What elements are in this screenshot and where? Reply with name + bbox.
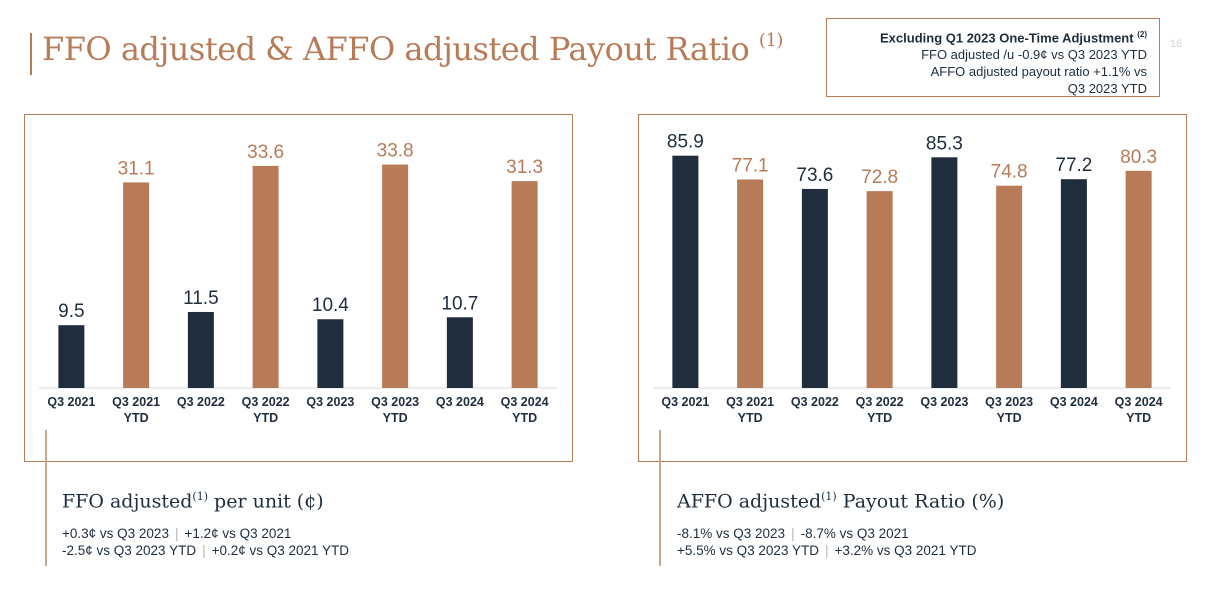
- affo-bar-8: [1125, 170, 1152, 388]
- affo-bar-3: [801, 188, 828, 388]
- ffo-value-label-2: 31.1: [118, 158, 155, 179]
- ffo-bar-4: [252, 165, 279, 388]
- affo-tick-label-2-line-2: YTD: [738, 411, 763, 425]
- affo-value-label-8: 80.3: [1120, 147, 1157, 168]
- ffo-title-tail: per unit (¢): [214, 490, 324, 513]
- ffo-bar-1: [58, 325, 85, 388]
- ffo-title-main: FFO adjusted: [62, 490, 193, 513]
- affo-title-footnote: (1): [821, 490, 837, 503]
- ffo-tick-label-1: Q3 2021: [47, 395, 95, 409]
- ffo-stat-line-1: +0.3¢ vs Q3 2023 | +1.2¢ vs Q3 2021: [62, 526, 291, 541]
- ffo-value-label-5: 10.4: [312, 295, 349, 316]
- affo-bar-2: [737, 179, 764, 388]
- affo-bar-chart: 85.9 Q3 2021 77.1 Q3 2021 YTD 73.6 Q3 2022 72.8…: [653, 132, 1171, 425]
- affo-tick-label-2: Q3 2021: [726, 395, 774, 409]
- ffo-bar-7: [446, 317, 473, 388]
- affo-tick-label-3: Q3 2022: [791, 395, 839, 409]
- affo-stat-q3-2023-ytd: +5.5% vs Q3 2023 YTD: [677, 543, 819, 558]
- note-title: Excluding Q1 2023 One-Time Adjustment (2…: [827, 26, 1147, 46]
- page-number: 16: [1170, 38, 1183, 50]
- ffo-tick-label-2-line-2: YTD: [124, 411, 149, 425]
- affo-stat-q3-2021: -8.7% vs Q3 2021: [800, 526, 909, 541]
- ffo-stat-q3-2023-ytd: -2.5¢ vs Q3 2023 YTD: [62, 543, 197, 558]
- affo-value-label-5: 85.3: [926, 133, 963, 154]
- ffo-value-label-3: 11.5: [183, 288, 219, 309]
- ffo-stat-q3-2021-ytd: +0.2¢ vs Q3 2021 YTD: [211, 543, 350, 558]
- ffo-tick-label-7: Q3 2024: [436, 395, 484, 409]
- ffo-value-label-6: 33.8: [377, 141, 414, 162]
- stat-separator: |: [824, 543, 829, 558]
- affo-value-label-4: 72.8: [861, 167, 898, 188]
- affo-value-label-6: 74.8: [991, 162, 1028, 183]
- ffo-bar-2: [123, 182, 150, 388]
- affo-bar-4: [866, 191, 893, 388]
- affo-tick-label-6-line-2: YTD: [997, 411, 1022, 425]
- ffo-stat-q3-2021: +1.2¢ vs Q3 2021: [184, 526, 292, 541]
- affo-value-label-7: 77.2: [1055, 155, 1092, 176]
- affo-value-label-1: 85.9: [667, 132, 704, 153]
- stat-separator: |: [202, 543, 206, 558]
- affo-bar-7: [1060, 179, 1087, 388]
- ffo-value-label-8: 31.3: [506, 157, 543, 178]
- page-title-footnote: (1): [758, 30, 784, 52]
- page-title-text: FFO adjusted & AFFO adjusted Payout Rati…: [42, 30, 750, 68]
- affo-bar-6: [996, 185, 1023, 388]
- ffo-stat-q3-2023: +0.3¢ vs Q3 2023: [62, 526, 169, 541]
- note-line-2: AFFO adjusted payout ratio +1.1% vs: [930, 64, 1147, 80]
- ffo-tick-label-4: Q3 2022: [242, 395, 290, 409]
- ffo-bar-5: [317, 319, 344, 388]
- affo-value-label-3: 73.6: [796, 165, 833, 186]
- affo-value-label-2: 77.1: [732, 155, 769, 176]
- ffo-title-footnote: (1): [192, 490, 208, 503]
- ffo-tick-label-8: Q3 2024: [501, 395, 549, 409]
- adjustment-note-box: Excluding Q1 2023 One-Time Adjustment (2…: [826, 18, 1160, 97]
- ffo-tick-label-2: Q3 2021: [112, 395, 160, 409]
- ffo-panel-title: FFO adjusted(1) per unit (¢): [62, 490, 324, 512]
- page-title: FFO adjusted & AFFO adjusted Payout Rati…: [42, 30, 783, 68]
- ffo-panel-leader-line: [45, 430, 47, 566]
- affo-stat-q3-2023: -8.1% vs Q3 2023: [677, 526, 786, 541]
- note-line-1: FFO adjusted /u -0.9¢ vs Q3 2023 YTD: [921, 47, 1147, 63]
- affo-bar-5: [931, 157, 958, 388]
- note-line-3: Q3 2023 YTD: [1067, 81, 1147, 97]
- ffo-tick-label-3: Q3 2022: [177, 395, 225, 409]
- affo-stat-line-1: -8.1% vs Q3 2023 | -8.7% vs Q3 2021: [677, 526, 909, 541]
- ffo-stat-line-2: -2.5¢ vs Q3 2023 YTD | +0.2¢ vs Q3 2021 YT…: [62, 543, 349, 558]
- affo-tick-label-5: Q3 2023: [920, 395, 968, 409]
- ffo-tick-label-5: Q3 2023: [306, 395, 354, 409]
- ffo-bar-3: [187, 311, 214, 388]
- affo-tick-label-4: Q3 2022: [856, 395, 904, 409]
- ffo-tick-label-6-line-2: YTD: [383, 411, 408, 425]
- ffo-bar-8: [511, 181, 538, 388]
- stat-separator: |: [791, 526, 795, 541]
- affo-stat-q3-2021-ytd: +3.2% vs Q3 2021 YTD: [834, 543, 977, 558]
- affo-title-tail: Payout Ratio (%): [842, 490, 1005, 513]
- affo-tick-label-8-line-2: YTD: [1126, 411, 1151, 425]
- stat-separator: |: [174, 526, 179, 541]
- ffo-bar-chart: 9.5 Q3 2021 31.1 Q3 2021 YTD 11.5 Q3 2022 33.6 Q…: [39, 141, 557, 425]
- affo-panel-title: AFFO adjusted(1) Payout Ratio (%): [677, 490, 1004, 512]
- ffo-chart-panel: 9.5 Q3 2021 31.1 Q3 2021 YTD 11.5 Q3 2022 33.6 Q…: [24, 114, 573, 462]
- note-title-footnote: (2): [1137, 30, 1147, 39]
- ffo-tick-label-8-line-2: YTD: [512, 411, 537, 425]
- ffo-tick-label-4-line-2: YTD: [253, 411, 278, 425]
- title-accent-bar: [30, 33, 32, 75]
- affo-title-main: AFFO adjusted: [677, 490, 822, 513]
- affo-chart-panel: 85.9 Q3 2021 77.1 Q3 2021 YTD 73.6 Q3 2022 72.8…: [638, 114, 1187, 462]
- affo-tick-label-1: Q3 2021: [661, 395, 709, 409]
- ffo-bar-6: [382, 164, 409, 388]
- ffo-value-label-7: 10.7: [441, 293, 478, 314]
- affo-bar-1: [672, 155, 699, 388]
- ffo-value-label-1: 9.5: [58, 301, 84, 322]
- ffo-value-label-4: 33.6: [247, 142, 284, 163]
- note-title-text: Excluding Q1 2023 One-Time Adjustment: [880, 30, 1134, 46]
- affo-tick-label-7: Q3 2024: [1050, 395, 1098, 409]
- affo-tick-label-4-line-2: YTD: [867, 411, 892, 425]
- affo-panel-leader-line: [659, 430, 661, 566]
- affo-tick-label-8: Q3 2024: [1115, 395, 1163, 409]
- ffo-tick-label-6: Q3 2023: [371, 395, 419, 409]
- affo-tick-label-6: Q3 2023: [985, 395, 1033, 409]
- affo-stat-line-2: +5.5% vs Q3 2023 YTD | +3.2% vs Q3 2021 YT…: [677, 543, 976, 558]
